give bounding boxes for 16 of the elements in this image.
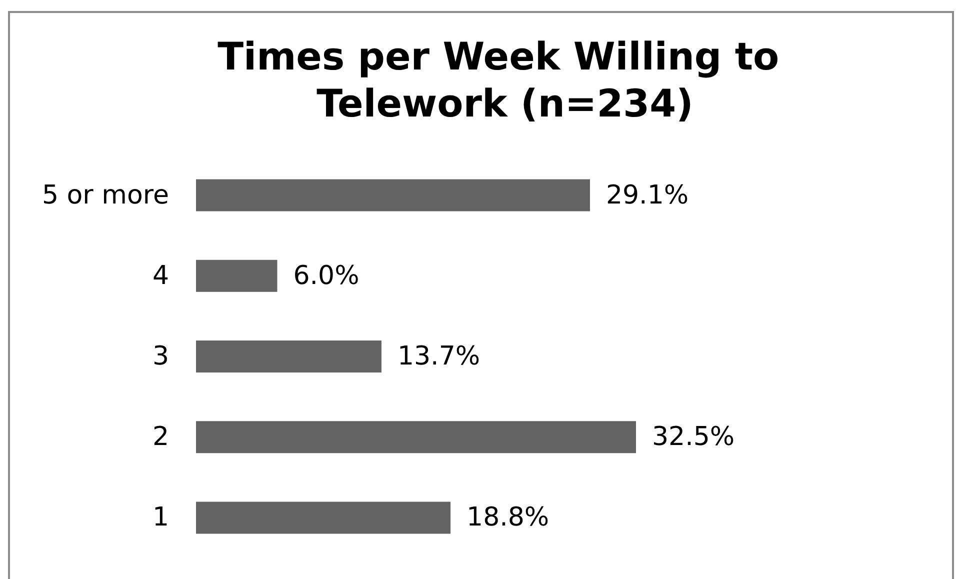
- y-tick-label: 1: [152, 502, 169, 533]
- chart-title: Times per Week Willing to Telework (n=234): [218, 34, 792, 126]
- y-tick-label: 3: [152, 342, 169, 372]
- bar: [196, 179, 590, 212]
- data-label: 29.1%: [606, 180, 689, 210]
- data-label: 18.8%: [466, 502, 550, 533]
- bar: [196, 502, 451, 534]
- data-label: 6.0%: [293, 260, 360, 291]
- bar: [196, 260, 278, 292]
- y-tick-label: 5 or more: [42, 180, 169, 210]
- data-label: 13.7%: [397, 342, 480, 372]
- bar: [196, 340, 382, 372]
- y-tick-label: 4: [152, 260, 169, 291]
- y-tick-label: 2: [152, 422, 169, 452]
- bar: [196, 421, 636, 454]
- data-label: 32.5%: [652, 422, 735, 452]
